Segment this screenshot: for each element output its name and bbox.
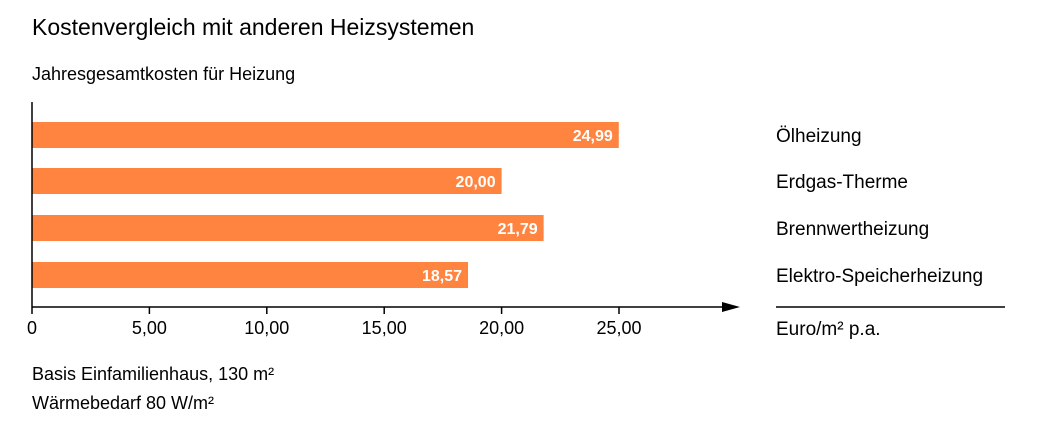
value-label-lheizung: 24,99 — [573, 128, 613, 145]
category-label-elektro-speicherheizung: Elektro-Speicherheizung — [776, 266, 983, 287]
x-tick-label: 25,00 — [596, 318, 641, 338]
value-label-elektro-speicherheizung: 18,57 — [422, 268, 462, 285]
category-label-erdgas-therme: Erdgas-Therme — [776, 172, 908, 193]
footnote-waermebedarf: Wärmebedarf 80 W/m² — [32, 393, 215, 413]
chart-subtitle: Jahresgesamtkosten für Heizung — [32, 64, 296, 84]
x-axis-unit-label: Euro/m² p.a. — [776, 319, 881, 340]
category-label-lheizung: Ölheizung — [776, 126, 862, 147]
x-tick-label: 5,00 — [132, 318, 167, 338]
x-tick-label: 10,00 — [244, 318, 289, 338]
x-tick-label: 15,00 — [362, 318, 407, 338]
bar-elektro-speicherheizung — [32, 262, 469, 288]
chart-title: Kostenvergleich mit anderen Heizsystemen — [32, 14, 475, 40]
category-label-brennwertheizung: Brennwertheizung — [776, 219, 929, 240]
bar-erdgas-therme — [32, 168, 502, 194]
footnote-basis: Basis Einfamilienhaus, 130 m² — [32, 364, 275, 384]
value-label-brennwertheizung: 21,79 — [498, 221, 538, 238]
x-tick-label: 0 — [27, 318, 37, 338]
bar-lheizung — [32, 122, 619, 148]
x-axis-arrow-icon — [722, 302, 740, 312]
value-label-erdgas-therme: 20,00 — [456, 174, 496, 191]
bar-brennwertheizung — [32, 215, 544, 241]
x-tick-label: 20,00 — [479, 318, 524, 338]
